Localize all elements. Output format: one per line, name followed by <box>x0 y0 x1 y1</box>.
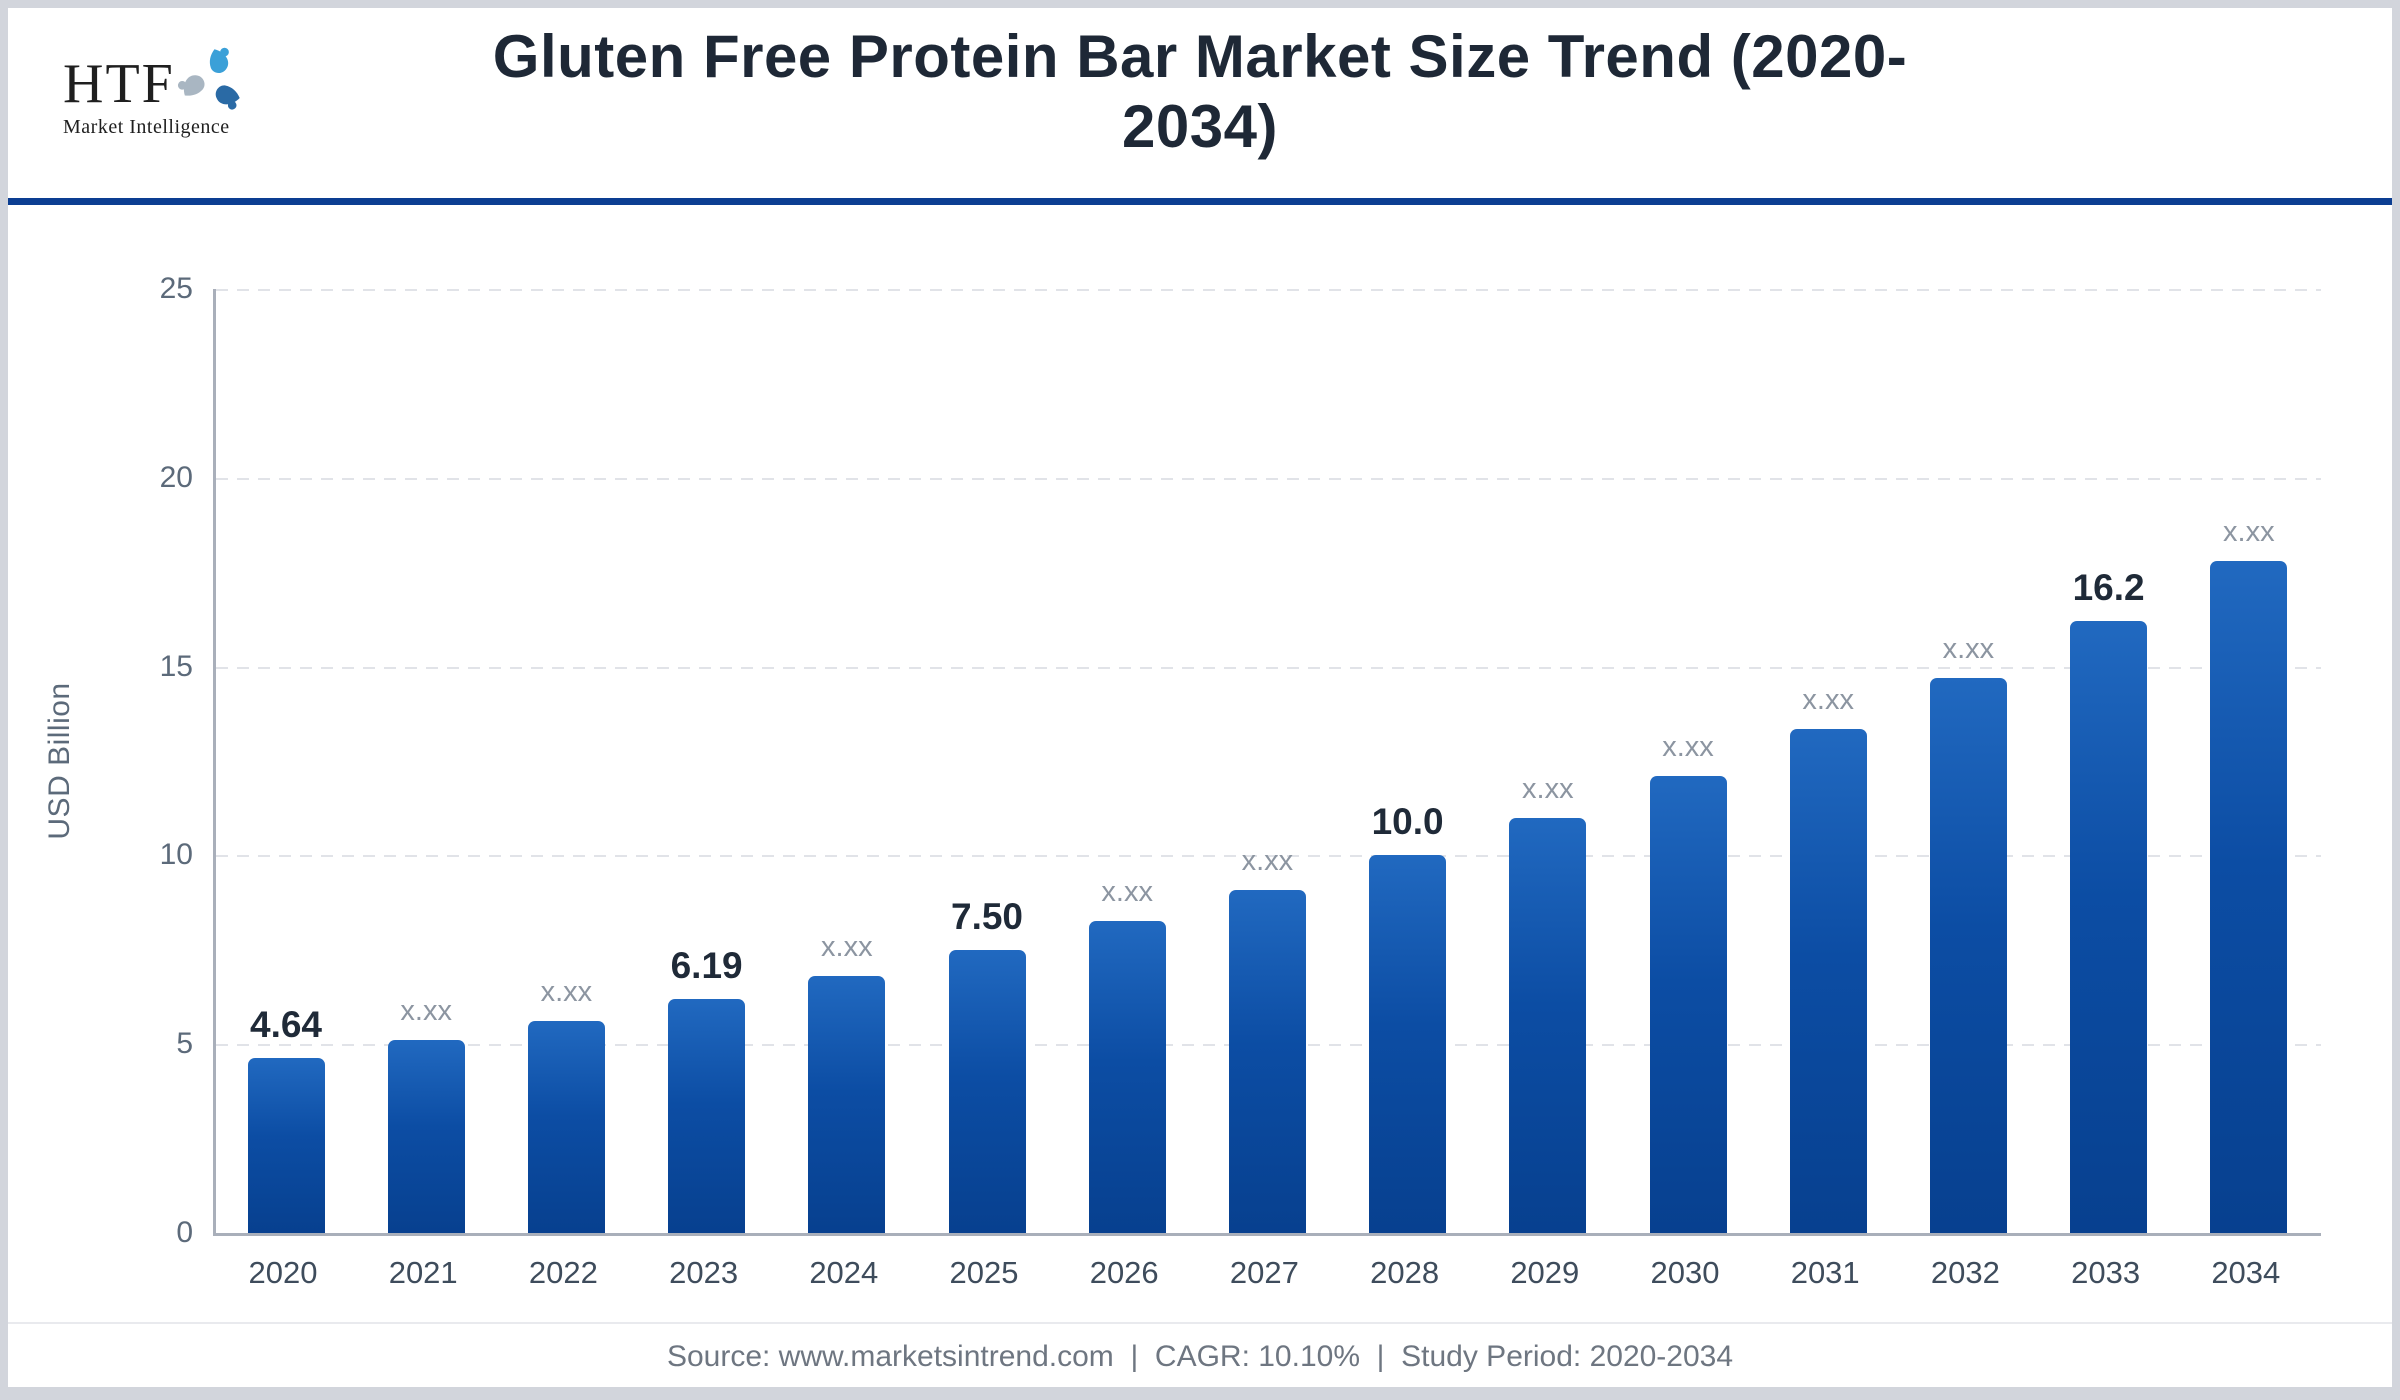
bar-2033 <box>2070 621 2148 1233</box>
source-text: Source: www.marketsintrend.com | CAGR: 1… <box>666 1340 1734 1373</box>
x-tick-label: 2030 <box>1650 1255 1720 1290</box>
x-tick-label: 2027 <box>1229 1255 1299 1290</box>
bar-value-label: x.xx <box>2223 515 2275 548</box>
bar-value-label: x.xx <box>1101 876 1153 909</box>
bar-value-label: x.xx <box>1802 683 1854 716</box>
bar-2022 <box>527 1020 605 1233</box>
bar-value-label: 7.50 <box>950 895 1024 937</box>
bar-2028 <box>1369 855 1447 1233</box>
logo-brand-text: HTF <box>63 53 175 115</box>
bar-2024 <box>808 975 886 1233</box>
x-tick-label: 2028 <box>1370 1255 1440 1290</box>
x-tick-label: 2034 <box>2211 1255 2281 1290</box>
x-tick-label: 2029 <box>1510 1255 1580 1290</box>
bar-2027 <box>1228 890 1306 1233</box>
y-tick-label: 10 <box>159 838 193 872</box>
bar-2026 <box>1088 921 1166 1233</box>
gridline <box>216 289 2321 291</box>
bar-value-label: 4.64 <box>249 1003 323 1045</box>
y-tick-label: 0 <box>176 1216 193 1249</box>
bar-2025 <box>948 949 1026 1233</box>
bar-value-label: x.xx <box>821 930 873 963</box>
bar-value-label: x.xx <box>400 995 452 1028</box>
bar-value-label: x.xx <box>1662 731 1714 764</box>
gridline <box>216 855 2321 858</box>
x-tick-label: 2032 <box>1930 1255 2000 1290</box>
x-tick-label: 2026 <box>1089 1255 1159 1290</box>
bar-2020 <box>247 1057 325 1233</box>
bar-2032 <box>1929 677 2007 1233</box>
x-tick-label: 2024 <box>809 1255 879 1290</box>
bar-value-label: x.xx <box>1942 632 1995 665</box>
y-tick-label: 15 <box>159 649 193 683</box>
footer-divider <box>8 1322 2392 1324</box>
x-tick-label: 2022 <box>528 1255 598 1290</box>
bar-value-label: x.xx <box>1522 772 1574 805</box>
bar-2034 <box>2210 560 2288 1233</box>
chart-title-line2: 2034) <box>1122 93 1278 160</box>
bar-2023 <box>668 999 746 1233</box>
x-tick-label: 2021 <box>388 1255 458 1290</box>
bar-value-label: x.xx <box>540 975 593 1008</box>
x-tick-label: 2023 <box>669 1255 739 1290</box>
y-axis-title: USD Billion <box>43 682 76 840</box>
chart-title: Gluten Free Protein Bar Market Size Tren… <box>350 22 2050 162</box>
y-tick-label: 25 <box>159 272 193 305</box>
bar-value-label: x.xx <box>1241 845 1294 878</box>
header-divider <box>8 198 2392 205</box>
bar-2029 <box>1509 817 1587 1233</box>
htf-logo: HTF Market Inte <box>63 42 303 139</box>
bar-value-label: 6.19 <box>670 945 743 987</box>
logo-subtitle: Market Intelligence <box>63 116 230 138</box>
gridline <box>216 666 2321 669</box>
bar-value-label: 16.2 <box>2072 567 2145 609</box>
x-tick-label: 2020 <box>248 1255 318 1290</box>
bar-2030 <box>1649 776 1727 1233</box>
y-tick-label: 5 <box>176 1027 193 1061</box>
gridline <box>216 477 2321 480</box>
bar-2021 <box>387 1040 465 1233</box>
logo-swirl-icon <box>177 47 240 110</box>
x-tick-label: 2033 <box>2071 1255 2141 1290</box>
chart-title-line1: Gluten Free Protein Bar Market Size Tren… <box>492 23 1908 90</box>
bar-2031 <box>1789 728 1867 1233</box>
x-tick-label: 2031 <box>1790 1255 1860 1290</box>
y-tick-label: 20 <box>159 460 193 494</box>
x-tick-label: 2025 <box>949 1255 1019 1290</box>
bar-value-label: 10.0 <box>1371 801 1444 843</box>
plot-area: 4.64 x.xx x.xx 6.19 x.xx 7.50 x.xx x.xx 10.0 x.xx… <box>213 289 2321 1236</box>
